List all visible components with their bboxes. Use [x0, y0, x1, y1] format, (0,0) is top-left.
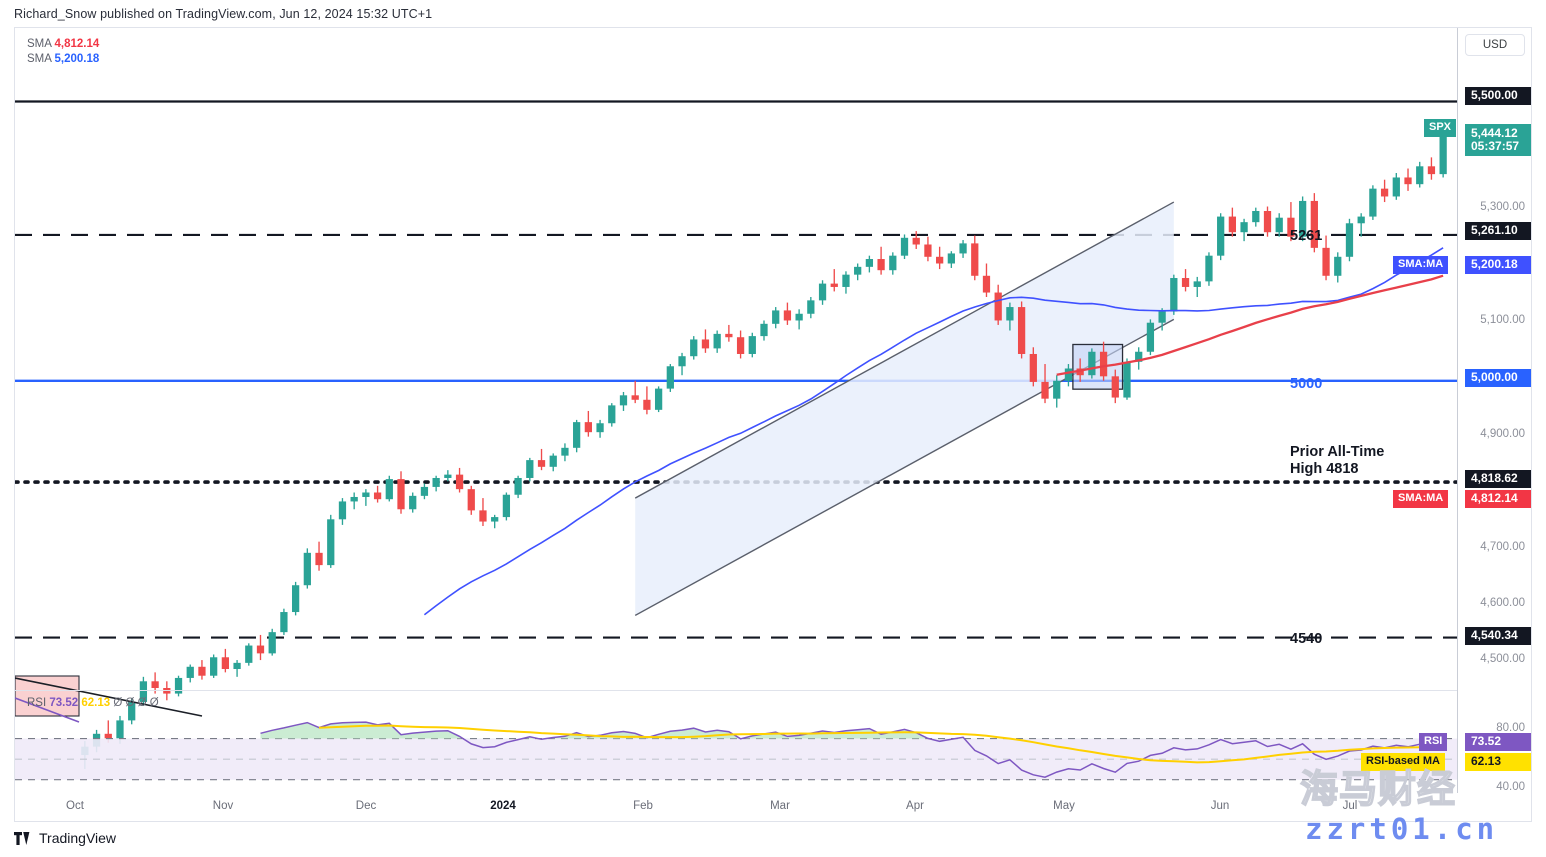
price-tick: 4,900.00 — [1480, 428, 1525, 440]
currency-button[interactable]: USD — [1465, 34, 1525, 56]
rsi-tick: 80.00 — [1496, 722, 1525, 734]
price-axis[interactable]: USD 5,400.00 5,300.00 5,100.00 4,900.00 … — [1457, 28, 1531, 821]
time-label: Mar — [770, 800, 790, 812]
last-price-countdown: 05:37:57 — [1471, 139, 1520, 153]
time-label: Jul — [1342, 800, 1358, 812]
rsi-ma-tag: RSI-based MA — [1361, 753, 1445, 771]
price-tag-prior-ath: 4,818.62 — [1465, 470, 1531, 488]
rsi-divergence-line[interactable] — [15, 697, 80, 723]
rsi-tick: 40.00 — [1496, 781, 1525, 793]
price-tag-top: 5,500.00 — [1465, 87, 1531, 105]
price-tick: 4,500.00 — [1480, 653, 1525, 665]
tradingview-logo-text: TradingView — [39, 830, 117, 846]
rsi-ma-price-tag: 62.13 — [1465, 753, 1531, 771]
tradingview-logo[interactable]: TradingView — [14, 830, 116, 846]
price-tick: 4,700.00 — [1480, 541, 1525, 553]
time-label: May — [1053, 800, 1075, 812]
price-tag-sma-fast: 5,200.18 — [1465, 256, 1531, 274]
time-label: 2024 — [490, 800, 516, 812]
time-label: Apr — [906, 800, 924, 812]
parallel-channel-fill[interactable] — [635, 202, 1174, 616]
symbol-tag: SPX — [1424, 119, 1457, 137]
price-tick: 5,300.00 — [1480, 201, 1525, 213]
price-tag-5261: 5,261.10 — [1465, 222, 1531, 240]
price-tick: 5,100.00 — [1480, 314, 1525, 326]
rsi-line[interactable] — [260, 721, 1444, 778]
price-tag-4540: 4,540.34 — [1465, 627, 1531, 645]
time-axis[interactable]: Oct Nov Dec 2024 Feb Mar Apr May Jun Jul — [15, 793, 1531, 821]
descending-trendline[interactable] — [15, 677, 203, 717]
time-label: Feb — [633, 800, 653, 812]
price-tick: 4,600.00 — [1480, 597, 1525, 609]
rsi-ma-line[interactable] — [318, 724, 1444, 764]
time-label: Dec — [355, 800, 377, 812]
tradingview-mark-icon — [14, 831, 30, 845]
axis-divider — [1457, 28, 1458, 821]
time-label: Oct — [66, 800, 84, 812]
chart-frame[interactable]: 5261 5000 Prior All-Time High 4818 4540 … — [14, 27, 1532, 822]
sma-slow-line[interactable] — [1056, 274, 1444, 376]
time-label: Jun — [1210, 800, 1230, 812]
rsi-tag: RSI — [1419, 733, 1448, 751]
rsi-price-tag: 73.52 — [1465, 733, 1531, 751]
time-label: Nov — [212, 800, 234, 812]
price-tag-5000: 5,000.00 — [1465, 369, 1531, 387]
price-tag-sma-slow: 4,812.14 — [1465, 490, 1531, 508]
sma-slow-tag: SMA:MA — [1393, 490, 1449, 508]
parallel-channel-edge-upper[interactable] — [634, 201, 1175, 499]
price-tag-last: 5,444.12 05:37:57 — [1465, 124, 1531, 156]
publisher-byline: Richard_Snow published on TradingView.co… — [14, 7, 433, 21]
price-plot[interactable] — [15, 28, 1531, 821]
sma-fast-tag: SMA:MA — [1393, 256, 1449, 274]
pane-separator — [15, 690, 1531, 691]
last-price-value: 5,444.12 — [1471, 126, 1518, 140]
sma-fast-line[interactable] — [423, 247, 1444, 616]
